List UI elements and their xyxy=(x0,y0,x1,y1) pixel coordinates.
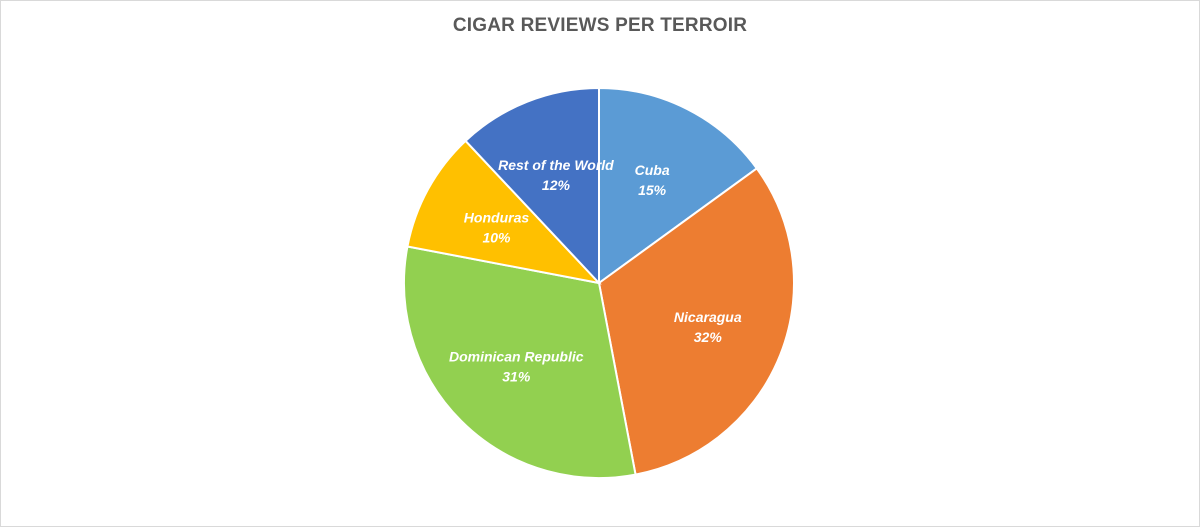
pie-slice-rest-of-the-world xyxy=(464,86,600,286)
slice-value-nicaragua: 32% xyxy=(694,329,723,345)
slice-label-rest-of-the-world: Rest of the World xyxy=(498,157,614,173)
slice-value-dominican-republic: 31% xyxy=(502,369,531,385)
slice-label-dominican-republic: Dominican Republic xyxy=(449,349,584,365)
pie-slice-cuba xyxy=(598,86,759,285)
slice-label-cuba: Cuba xyxy=(635,162,670,178)
slice-value-rest-of-the-world: 12% xyxy=(542,177,571,193)
chart-title: CIGAR REVIEWS PER TERROIR xyxy=(452,15,748,36)
pie-slice-nicaragua xyxy=(597,166,795,476)
pie-slice-honduras xyxy=(406,139,602,285)
slice-label-nicaragua: Nicaragua xyxy=(674,309,742,325)
pie-slice-dominican-republic xyxy=(403,245,637,479)
slice-value-cuba: 15% xyxy=(638,182,667,198)
slice-label-honduras: Honduras xyxy=(464,210,530,226)
slice-value-honduras: 10% xyxy=(482,230,511,246)
